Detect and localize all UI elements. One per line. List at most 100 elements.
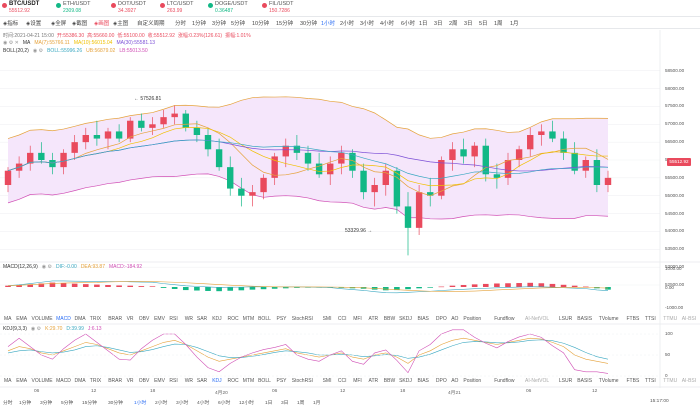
toolbar-item[interactable]: 3日 (434, 21, 443, 27)
indicator-tab[interactable]: BRAR (108, 378, 123, 384)
indicator-tab[interactable]: MTM (242, 378, 255, 384)
boll-eye-icon[interactable]: ◉ ⚙ (32, 48, 44, 54)
indicator-tab[interactable]: MFI (353, 378, 362, 384)
period-button[interactable]: 30分钟 (108, 401, 123, 406)
indicator-tab[interactable]: DMA (74, 316, 86, 322)
indicator-tab[interactable]: PSY (276, 316, 287, 322)
toolbar-item[interactable]: 分时 (175, 21, 187, 27)
toolbar-item[interactable]: 3分钟 (212, 21, 227, 27)
indicator-tab[interactable]: TVolume (598, 316, 619, 322)
period-button[interactable]: 15分钟 (82, 401, 97, 406)
indicator-tab[interactable]: CCI (337, 316, 347, 322)
indicator-tab[interactable]: BIAS (417, 378, 429, 384)
period-button[interactable]: 6小时 (218, 401, 231, 406)
toolbar-item[interactable]: 1月 (510, 21, 519, 27)
toolbar-item[interactable]: ◈全屏 (51, 21, 67, 27)
indicator-tab[interactable]: Fundflow (494, 316, 515, 322)
indicator-tab[interactable]: MACD (56, 378, 71, 384)
indicator-tab[interactable]: ROC (227, 378, 239, 384)
toolbar-item[interactable]: 5日 (479, 21, 488, 27)
toolbar-item[interactable]: 1日 (419, 21, 428, 27)
indicator-tab[interactable]: MA (4, 316, 12, 322)
indicator-tab[interactable]: SKDJ (399, 316, 412, 322)
toolbar-item[interactable]: 6小时 (401, 21, 416, 27)
indicator-tab[interactable]: TVolume (598, 378, 619, 384)
indicator-tab[interactable]: SMI (322, 316, 332, 322)
indicator-tab[interactable]: WR (184, 316, 194, 322)
period-button[interactable]: 3小时 (176, 401, 189, 406)
indicator-tab[interactable]: FTBS (626, 378, 640, 384)
indicator-tab[interactable]: DMA (74, 378, 86, 384)
indicator-tab[interactable]: TRIX (89, 316, 102, 322)
toolbar-item[interactable]: 2周 (449, 21, 458, 27)
indicator-tab[interactable]: VOLUME (31, 316, 53, 322)
toolbar-item[interactable]: 10分钟 (252, 21, 270, 27)
indicator-tab[interactable]: BOLL (258, 316, 271, 322)
indicator-tab[interactable]: BBW (383, 316, 396, 322)
toolbar-item[interactable]: ◈截图 (72, 21, 88, 27)
indicator-tab[interactable]: SMI (322, 378, 332, 384)
period-button[interactable]: 分时 (3, 401, 13, 406)
period-button[interactable]: 1周 (297, 401, 305, 406)
indicator-tab[interactable]: MA (4, 378, 12, 384)
toolbar-item[interactable]: ◈画图 (94, 21, 110, 27)
indicator-tab[interactable]: StochRSI (291, 378, 313, 384)
indicator-tab[interactable]: VR (126, 316, 134, 322)
indicator-tab[interactable]: Position (463, 316, 482, 322)
toolbar-item[interactable]: 15分钟 (276, 21, 294, 27)
indicator-tab[interactable]: AO (451, 316, 459, 322)
indicator-tab[interactable]: TTSI (644, 316, 656, 322)
indicator-tab[interactable]: AI-NetVOL (525, 316, 550, 322)
ticker-item[interactable]: DOGE/USDT 0.36487 (208, 1, 248, 15)
indicator-tab[interactable]: BASIS (577, 316, 593, 322)
kline-chart[interactable] (0, 30, 700, 388)
period-button[interactable]: 1小时 (134, 401, 147, 406)
indicator-tab[interactable]: DPO (435, 378, 447, 384)
toolbar-item[interactable]: 1周 (494, 21, 503, 27)
indicator-tab[interactable]: LSUR (558, 378, 573, 384)
toolbar-item[interactable]: 1小时 (321, 21, 336, 27)
indicator-tab[interactable]: LSUR (558, 316, 573, 322)
indicator-tab[interactable]: AO (451, 378, 459, 384)
indicator-tab[interactable]: VOLUME (31, 378, 53, 384)
indicator-tab[interactable]: PSY (276, 378, 287, 384)
toolbar-item[interactable]: ◈设置 (26, 21, 42, 27)
ticker-item[interactable]: BTC/USDT 55512.92 (2, 1, 39, 15)
indicator-tab[interactable]: StochRSI (291, 316, 313, 322)
period-button[interactable]: 12小时 (239, 401, 254, 406)
indicator-tab[interactable]: SAR (196, 378, 208, 384)
indicator-tab[interactable]: VR (126, 378, 134, 384)
indicator-tab[interactable]: BBW (383, 378, 396, 384)
indicator-tab[interactable]: AI-NetVOL (525, 378, 550, 384)
indicator-tab[interactable]: KDJ (212, 316, 222, 322)
kdj-settings-icon[interactable]: ◉ ⚙ (30, 326, 42, 332)
period-button[interactable]: 2小时 (155, 401, 168, 406)
indicator-tab[interactable]: RSI (169, 316, 178, 322)
indicator-tab[interactable]: ATR (368, 316, 379, 322)
toolbar-item[interactable]: 3日 (464, 21, 473, 27)
indicator-tab[interactable]: RSI (169, 378, 178, 384)
indicator-tab[interactable]: TTMU (663, 378, 678, 384)
indicator-tab[interactable]: BRAR (108, 316, 123, 322)
ticker-item[interactable]: ETH/USDT 2309.08 (56, 1, 91, 15)
macd-settings-icon[interactable]: ◉ ⚙ (41, 264, 52, 270)
indicator-tab[interactable]: MTM (242, 316, 255, 322)
indicator-tab[interactable]: TTMU (663, 316, 678, 322)
indicator-tab[interactable]: AI-BSI (681, 316, 697, 322)
period-button[interactable]: 3日 (281, 401, 289, 406)
indicator-tab[interactable]: CCI (337, 378, 347, 384)
toolbar-item[interactable]: 5分钟 (231, 21, 246, 27)
toolbar-item[interactable]: 自定义周期 (137, 21, 165, 27)
toolbar-item[interactable]: ◈主图 (113, 21, 129, 27)
toolbar-item[interactable]: 30分钟 (300, 21, 318, 27)
toolbar-item[interactable]: 3小时 (360, 21, 375, 27)
indicator-tab[interactable]: WR (184, 378, 194, 384)
indicator-tab[interactable]: FTBS (626, 316, 640, 322)
toolbar-item[interactable]: 1分钟 (192, 21, 207, 27)
indicator-tab[interactable]: ATR (368, 378, 379, 384)
indicator-tab[interactable]: TTSI (644, 378, 656, 384)
toolbar-item[interactable]: 2小时 (340, 21, 355, 27)
indicator-tab[interactable]: AI-BSI (681, 378, 697, 384)
indicator-tab[interactable]: BASIS (577, 378, 593, 384)
ticker-item[interactable]: DOT/USDT 34.3927 (111, 1, 146, 15)
